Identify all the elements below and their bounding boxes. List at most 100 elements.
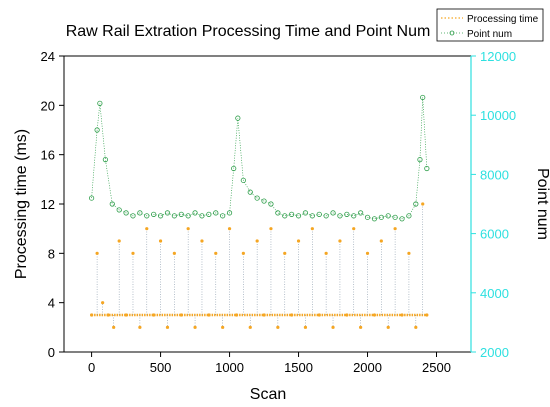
processing-time-point xyxy=(89,313,94,317)
processing-time-point xyxy=(152,313,156,317)
point-num-point xyxy=(157,213,164,219)
point-num-point xyxy=(178,211,184,217)
point-num-point xyxy=(123,210,129,216)
point-num-point xyxy=(116,207,122,213)
point-num-point xyxy=(358,210,364,216)
point-num-point xyxy=(268,201,274,207)
y2-tick-label: 10000 xyxy=(480,108,516,123)
plot-frame xyxy=(63,55,472,353)
processing-time-point xyxy=(172,251,176,255)
y-tick-label: 16 xyxy=(41,148,55,163)
processing-time-point xyxy=(421,202,425,206)
y-tick-label: 12 xyxy=(41,197,55,212)
y2-axis-label: Point num xyxy=(534,168,550,240)
x-tick-label: 1000 xyxy=(215,360,244,375)
y-axis-label: Processing time (ms) xyxy=(13,129,30,279)
point-num-point xyxy=(275,210,281,216)
processing-time-point xyxy=(138,325,142,329)
processing-time-point xyxy=(365,251,370,255)
point-num-point xyxy=(226,210,233,216)
point-num-point xyxy=(295,213,302,219)
y2-tick-label: 6000 xyxy=(480,227,509,242)
y-axis-left: 0 4 8 12 16 20 24 xyxy=(41,49,64,360)
processing-time-point xyxy=(386,325,390,329)
point-num-point xyxy=(330,210,336,216)
processing-time-point xyxy=(221,325,225,329)
processing-time-point xyxy=(359,325,363,329)
y2-tick-label: 4000 xyxy=(480,286,509,301)
processing-time-point xyxy=(234,313,239,317)
y2-tick-label: 8000 xyxy=(480,167,509,182)
legend: Processing time Point num xyxy=(436,8,544,42)
y-tick-label: 20 xyxy=(41,98,55,113)
point-num-point xyxy=(413,201,419,207)
processing-time-point xyxy=(372,313,377,317)
x-tick-label: 2500 xyxy=(422,360,451,375)
processing-time-point xyxy=(95,251,99,255)
point-num-point xyxy=(289,211,295,217)
point-num-point xyxy=(371,216,378,222)
y-axis-right: 2000 4000 6000 8000 10000 12000 xyxy=(471,49,516,360)
point-num-point xyxy=(351,213,357,219)
processing-time-point xyxy=(352,227,356,231)
y-tick-label: 0 xyxy=(48,345,55,360)
point-num-point xyxy=(137,210,143,216)
x-tick-label: 500 xyxy=(150,360,172,375)
point-num-point xyxy=(316,211,322,217)
processing-time-point xyxy=(414,325,418,329)
point-num-point xyxy=(206,211,212,217)
point-num-point xyxy=(323,213,329,219)
point-num-point xyxy=(220,213,226,219)
point-num-point xyxy=(185,213,191,219)
processing-time-point xyxy=(165,325,170,329)
processing-time-point xyxy=(186,227,190,231)
point-num-point xyxy=(199,213,205,219)
point-num-point xyxy=(247,189,253,195)
processing-time-point xyxy=(379,239,383,243)
point-num-point xyxy=(88,195,95,201)
processing-time-point xyxy=(248,325,252,329)
point-num-point xyxy=(385,213,391,219)
y-tick-label: 8 xyxy=(48,246,55,261)
point-num-point xyxy=(102,157,108,163)
processing-time-point xyxy=(393,227,397,231)
legend-swatch-point-num xyxy=(449,30,455,36)
point-num-point xyxy=(235,115,241,121)
processing-time-point xyxy=(200,239,204,243)
x-tick-label: 0 xyxy=(88,360,95,375)
processing-time-point xyxy=(283,251,287,255)
processing-time-point xyxy=(324,251,328,255)
x-axis: 0 500 1000 1500 2000 2500 xyxy=(88,352,451,375)
processing-time-point xyxy=(101,301,105,305)
processing-time-point xyxy=(193,325,197,329)
point-num-point xyxy=(261,198,267,204)
x-tick-label: 2000 xyxy=(353,360,382,375)
series-processing-time xyxy=(89,202,429,329)
processing-time-point xyxy=(310,227,314,231)
processing-time-point xyxy=(269,227,273,231)
processing-time-point xyxy=(407,251,411,255)
y-tick-label: 4 xyxy=(48,296,55,311)
processing-time-point xyxy=(214,251,218,255)
point-num-point xyxy=(302,210,309,216)
x-axis-label: Scan xyxy=(250,386,286,403)
point-num-point xyxy=(254,195,260,201)
point-num-point xyxy=(213,210,219,216)
point-num-point xyxy=(392,214,398,220)
legend-label-point-num: Point num xyxy=(467,29,512,40)
point-num-point xyxy=(97,100,103,106)
processing-time-point xyxy=(338,239,342,243)
point-num-point xyxy=(94,127,100,133)
point-num-point xyxy=(417,157,423,163)
y-tick-label: 24 xyxy=(41,49,55,64)
point-num-point xyxy=(144,213,150,219)
legend-label-processing-time: Processing time xyxy=(467,14,539,25)
point-num-point xyxy=(337,213,343,219)
point-num-point xyxy=(151,211,157,217)
processing-time-point xyxy=(290,313,294,317)
chart-title: Raw Rail Extration Processing Time and P… xyxy=(66,23,431,40)
series-point-num xyxy=(88,94,430,222)
processing-time-point xyxy=(106,313,110,317)
point-num-point xyxy=(424,165,430,172)
